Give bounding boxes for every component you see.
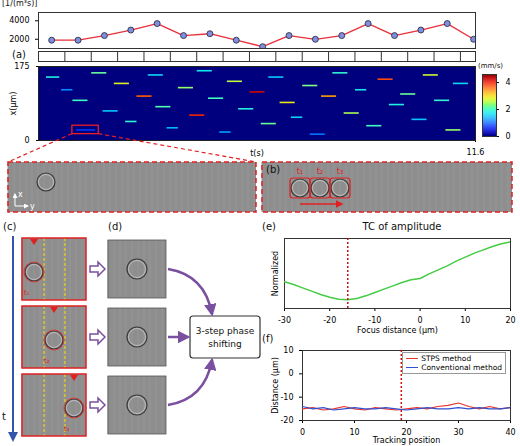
svg-text:-20: -20 xyxy=(323,316,336,325)
svg-text:Tracking position: Tracking position xyxy=(372,436,441,445)
svg-text:(d): (d) xyxy=(108,221,122,232)
svg-text:t₁: t₁ xyxy=(24,289,30,297)
svg-text:0: 0 xyxy=(24,136,29,145)
html-text:(a): (a) xyxy=(12,49,26,60)
svg-text:0: 0 xyxy=(288,369,293,378)
svg-text:30: 30 xyxy=(453,428,463,437)
svg-text:-30: -30 xyxy=(278,316,291,325)
svg-text:2000: 2000 xyxy=(9,35,29,44)
svg-text:0: 0 xyxy=(506,132,511,141)
svg-text:4: 4 xyxy=(506,78,511,87)
html-text:STPS method: STPS method xyxy=(421,354,472,363)
svg-text:-20: -20 xyxy=(280,416,293,425)
svg-text:(c): (c) xyxy=(3,221,16,232)
svg-text:Distance (μm): Distance (μm) xyxy=(271,357,280,414)
svg-text:20: 20 xyxy=(401,428,412,438)
svg-text:t₃: t₃ xyxy=(64,425,70,433)
html-text:(e): (e) xyxy=(262,221,276,232)
svg-text:x(μm): x(μm) xyxy=(9,92,18,116)
svg-text:shifting: shifting xyxy=(208,339,241,349)
svg-text:11.6: 11.6 xyxy=(467,148,485,157)
svg-text:t₂: t₂ xyxy=(317,167,323,176)
svg-text:40: 40 xyxy=(505,428,515,437)
svg-text:x: x xyxy=(18,190,23,199)
svg-text:y: y xyxy=(30,202,35,211)
svg-text:10: 10 xyxy=(460,316,470,325)
svg-text:-10: -10 xyxy=(368,316,381,325)
svg-text:20: 20 xyxy=(505,316,515,325)
svg-text:10: 10 xyxy=(283,346,293,355)
svg-text:t₁: t₁ xyxy=(297,167,303,176)
html-text:TC of amplitude: TC of amplitude xyxy=(362,221,442,232)
svg-text:4000: 4000 xyxy=(9,16,29,25)
svg-text:t₃: t₃ xyxy=(337,167,343,176)
svg-text:0: 0 xyxy=(300,428,305,437)
html-text:(f): (f) xyxy=(262,333,274,344)
svg-text:175: 175 xyxy=(14,62,29,71)
html-text:Conventional method: Conventional method xyxy=(421,363,502,372)
svg-text:Focus distance (μm): Focus distance (μm) xyxy=(357,326,438,335)
svg-text:t(s): t(s) xyxy=(250,149,264,158)
svg-text:Normalized: Normalized xyxy=(271,251,280,296)
svg-text:2: 2 xyxy=(506,105,511,114)
svg-text:t: t xyxy=(2,411,6,422)
html-text:(mm/s): (mm/s) xyxy=(478,62,504,70)
svg-text:3-step phase: 3-step phase xyxy=(196,326,255,336)
svg-text:t₂: t₂ xyxy=(44,357,50,365)
svg-text:10: 10 xyxy=(349,428,359,437)
svg-text:-10: -10 xyxy=(280,393,293,402)
svg-text:0: 0 xyxy=(418,316,423,325)
html-text:[1/(m³s)]: [1/(m³s)] xyxy=(2,0,38,8)
svg-text:(b): (b) xyxy=(266,164,280,175)
